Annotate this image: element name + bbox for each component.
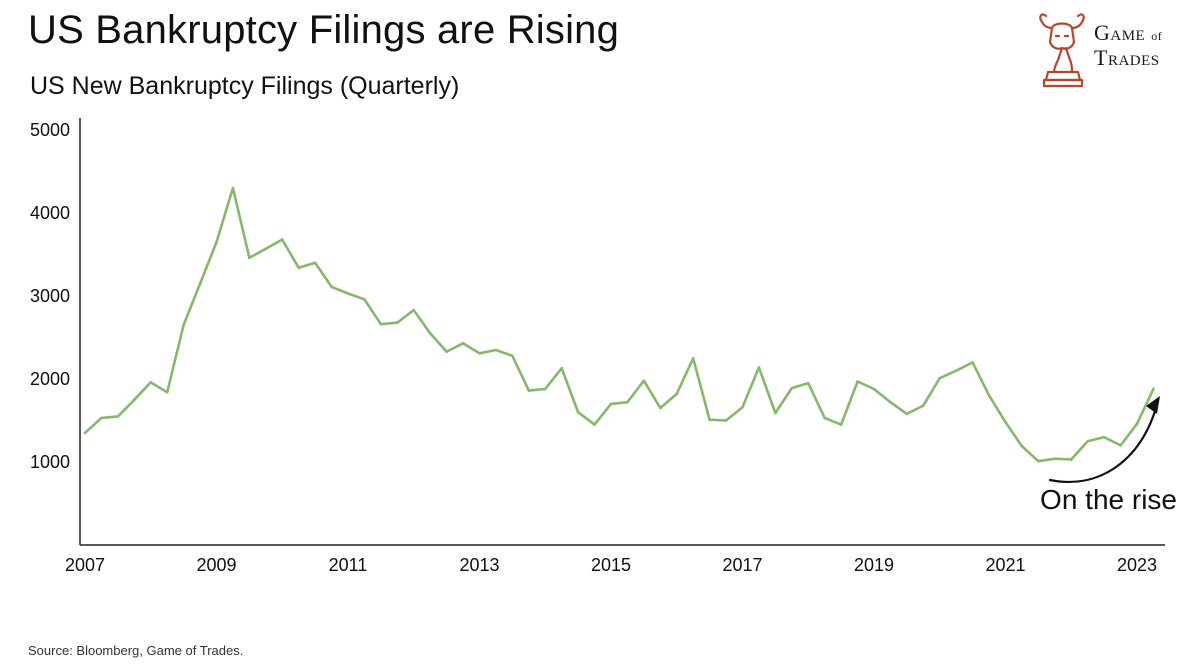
data-point — [560, 366, 563, 370]
data-point — [593, 423, 596, 426]
data-point — [987, 394, 991, 397]
chart-subtitle: US New Bankruptcy Filings (Quarterly) — [30, 72, 460, 100]
series-line — [83, 186, 1155, 463]
data-point — [363, 298, 366, 301]
bull-knight-icon — [1039, 13, 1085, 88]
game-of-trades-logo: Game of Trades — [1032, 8, 1192, 90]
data-point — [905, 412, 909, 416]
chart-axes — [79, 118, 1165, 546]
data-point — [1004, 420, 1007, 424]
data-point — [823, 416, 826, 420]
data-point — [215, 240, 218, 244]
data-point — [478, 351, 481, 355]
data-point — [724, 419, 728, 422]
y-tick-label: 2000 — [30, 369, 70, 389]
data-point — [100, 416, 103, 420]
data-point — [1069, 458, 1073, 461]
x-tick-label: 2017 — [722, 555, 762, 575]
data-point — [1086, 439, 1089, 443]
x-tick-label: 2009 — [196, 555, 236, 575]
data-point — [1119, 444, 1122, 447]
y-tick-label: 4000 — [30, 203, 70, 223]
logo-word-game: Game — [1094, 20, 1146, 45]
x-tick-label: 2007 — [65, 555, 105, 575]
data-point — [494, 348, 498, 352]
y-tick-labels: 1000 2000 3000 4000 5000 — [30, 120, 70, 472]
data-point — [774, 411, 777, 415]
data-point — [675, 392, 679, 396]
y-tick-label: 1000 — [30, 452, 70, 472]
logo-word-trades: Trades — [1094, 45, 1160, 70]
data-point — [396, 321, 399, 324]
data-point — [889, 400, 892, 404]
data-point — [412, 308, 416, 312]
data-point — [133, 398, 136, 402]
data-point — [346, 292, 350, 295]
logo-text: Game of Trades — [1094, 22, 1162, 69]
data-point — [149, 381, 153, 384]
chart-title: US Bankruptcy Filings are Rising — [28, 8, 620, 52]
data-point — [116, 415, 120, 418]
data-point — [511, 354, 514, 358]
data-point — [280, 238, 284, 241]
source-note: Source: Bloomberg, Game of Trades. — [28, 643, 244, 658]
x-tick-label: 2013 — [459, 555, 499, 575]
data-point — [839, 423, 843, 426]
data-point — [790, 386, 794, 390]
data-point — [330, 285, 333, 289]
data-point — [264, 247, 268, 250]
data-point — [922, 404, 925, 407]
data-point — [626, 400, 629, 404]
x-tick-label: 2011 — [329, 555, 368, 575]
data-point — [543, 387, 547, 391]
data-point — [83, 431, 87, 435]
data-point — [872, 387, 876, 391]
data-point — [691, 356, 695, 360]
data-point — [231, 186, 235, 190]
data-point — [198, 282, 202, 285]
x-tick-label: 2015 — [591, 555, 631, 575]
data-point — [1102, 435, 1106, 439]
annotation-text: On the rise — [1040, 484, 1177, 515]
data-point — [741, 405, 744, 409]
x-tick-label: 2019 — [854, 555, 894, 575]
data-point — [461, 342, 465, 345]
annotation-group: On the rise — [1040, 396, 1177, 515]
data-point — [954, 369, 958, 373]
annotation-arrow — [1048, 406, 1158, 483]
data-point — [428, 332, 432, 335]
data-point — [165, 390, 169, 394]
x-tick-labels: 2007 2009 2011 2013 2015 2017 2019 2021 2023 — [65, 555, 1157, 575]
data-point — [313, 261, 317, 265]
y-tick-label: 3000 — [30, 286, 70, 306]
annotation-arrowhead — [1146, 396, 1160, 414]
data-point — [182, 323, 185, 327]
data-point — [527, 389, 531, 392]
data-point — [971, 361, 974, 364]
data-point — [297, 266, 300, 270]
x-tick-label: 2023 — [1117, 555, 1157, 575]
data-point — [806, 381, 810, 385]
x-tick-label: 2021 — [985, 555, 1025, 575]
data-point — [659, 406, 662, 410]
data-point — [856, 380, 859, 383]
data-point — [1135, 422, 1139, 426]
data-point — [642, 379, 646, 382]
data-point — [757, 366, 761, 369]
data-point — [445, 350, 448, 353]
data-point — [938, 376, 942, 380]
data-point — [1152, 387, 1155, 391]
data-point — [248, 256, 251, 260]
data-point — [708, 418, 711, 421]
data-point — [576, 410, 580, 414]
data-point — [609, 402, 613, 406]
data-point — [1053, 457, 1057, 460]
data-point — [1020, 444, 1024, 448]
plot-area — [83, 186, 1155, 463]
logo-word-of: of — [1151, 29, 1163, 43]
data-point — [1037, 459, 1040, 463]
data-point — [379, 322, 383, 326]
y-tick-label: 5000 — [30, 120, 70, 140]
